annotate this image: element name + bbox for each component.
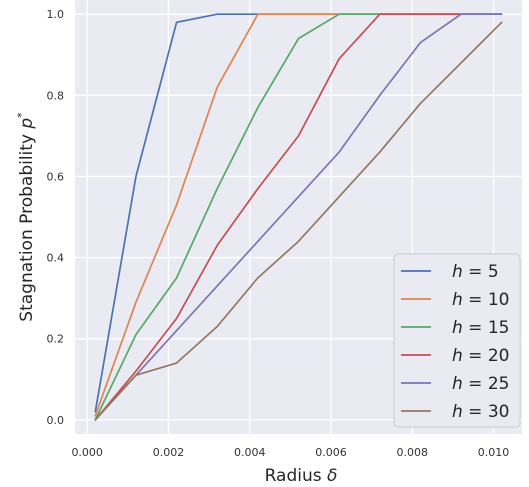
- x-tick-label: 0.006: [315, 446, 347, 459]
- x-tick-labels: 0.000 0.002 0.004 0.006 0.008 0.010: [71, 446, 509, 459]
- y-tick-labels: 0.0 0.2 0.4 0.6 0.8 1.0: [47, 8, 65, 427]
- x-tick-label: 0.008: [397, 446, 429, 459]
- x-axis-label: Radius δ: [265, 466, 338, 486]
- legend-label: h = 5: [452, 262, 499, 282]
- y-tick-label: 0.8: [47, 89, 65, 102]
- x-tick-label: 0.010: [478, 446, 510, 459]
- legend-label: h = 25: [452, 374, 509, 394]
- series-lines: [94, 13, 503, 421]
- legend-label: h = 20: [452, 346, 509, 366]
- series-line-h30: [94, 21, 503, 421]
- legend-label: h = 15: [452, 318, 509, 338]
- legend: h = 5 h = 10 h = 15 h = 20 h = 25 h = 30: [393, 253, 521, 428]
- y-tick-label: 0.4: [47, 252, 65, 265]
- y-tick-label: 0.2: [47, 333, 65, 346]
- x-tick-label: 0.000: [71, 446, 103, 459]
- x-tick-label: 0.004: [234, 446, 266, 459]
- legend-label: h = 30: [452, 402, 509, 422]
- grid: [75, 0, 522, 434]
- y-tick-label: 0.0: [47, 414, 65, 427]
- legend-label: h = 10: [452, 290, 509, 310]
- series-line-h25: [94, 13, 503, 421]
- series-line-h20: [94, 13, 503, 421]
- y-tick-label: 0.6: [47, 170, 65, 183]
- y-axis-label: Stagnation Probability p*: [15, 112, 37, 322]
- y-tick-label: 1.0: [47, 8, 65, 21]
- x-tick-label: 0.002: [153, 446, 185, 459]
